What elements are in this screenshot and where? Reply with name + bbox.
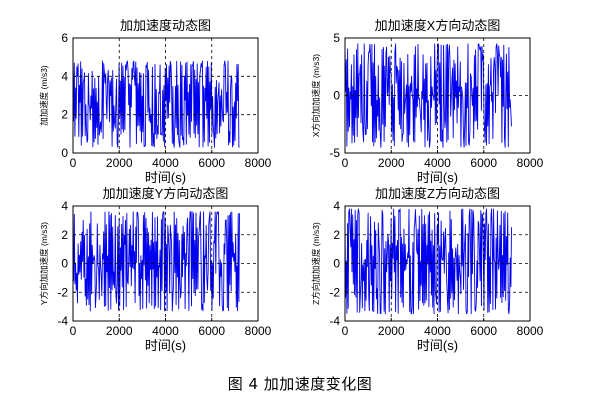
chart-1-y-axis-label: 加加速度 (m/s3) [39,65,49,126]
chart-4-x-tick-label-3: 6000 [470,324,497,338]
chart-2-x-tick-label-1: 2000 [378,156,405,170]
chart-3-y-tick-label-2: 0 [61,257,68,271]
chart-3-y-tick-label-4: 4 [61,199,68,213]
chart-3-y-axis-label: Y方向加加速度 (m/s3) [39,222,49,305]
chart-2-y-tick-label-1: 0 [333,89,340,103]
chart-3-x-tick-label-0: 0 [70,324,77,338]
chart-4-y-tick-label-1: -2 [329,285,340,299]
chart-3-x-tick-label-2: 4000 [152,324,179,338]
chart-4-y-tick-label-3: 2 [333,228,340,242]
chart-2-x-tick-label-0: 0 [342,156,349,170]
chart-2-y-tick-label-0: -5 [329,146,340,160]
chart-2-x-tick-label-4: 8000 [517,156,544,170]
chart-3-y-tick-label-3: 2 [61,228,68,242]
chart-1-x-tick-label-1: 2000 [106,156,133,170]
chart-3-title: 加加速度Y方向动态图 [103,186,229,201]
chart-4-x-tick-label-2: 4000 [424,324,451,338]
chart-4-y-tick-label-0: -4 [329,314,340,328]
chart-3-series-line [72,211,240,312]
chart-4-y-axis-label: Z方向加加速度 (m/s3) [311,222,321,305]
chart-2-y-tick-label-2: 5 [333,31,340,45]
chart-4-series-line [344,208,512,315]
chart-1-x-tick-label-4: 8000 [245,156,272,170]
chart-3-x-axis-label: 时间(s) [145,338,186,353]
chart-1-x-axis-label: 时间(s) [145,170,186,185]
chart-4-y-tick-label-4: 4 [333,199,340,213]
chart-4-x-tick-label-1: 2000 [378,324,405,338]
chart-1-x-tick-label-2: 4000 [152,156,179,170]
chart-1-y-tick-label-2: 4 [61,69,68,83]
chart-1-y-tick-label-0: 0 [61,146,68,160]
chart-2-y-axis-label: X方向加加速度 (m/s3) [311,54,321,137]
chart-3-x-tick-label-1: 2000 [106,324,133,338]
chart-3-x-tick-label-3: 6000 [198,324,225,338]
chart-1-x-tick-label-3: 6000 [198,156,225,170]
chart-1: 加加速度动态图 0 2000 4000 6000 8000 0 2 4 6 时间(s) 加加速度 (m… [39,18,272,185]
chart-1-y-tick-label-3: 6 [61,31,68,45]
chart-2-x-tick-label-2: 4000 [424,156,451,170]
chart-4-x-axis-label: 时间(s) [417,338,458,353]
chart-2-title: 加加速度X方向动态图 [375,18,501,33]
chart-1-y-tick-label-1: 2 [61,108,68,122]
chart-1-title: 加加速度动态图 [120,18,211,33]
chart-4-x-tick-label-0: 0 [342,324,349,338]
chart-3-x-tick-label-4: 8000 [245,324,272,338]
chart-4-y-tick-label-2: 0 [333,257,340,271]
chart-3-y-tick-label-0: -4 [57,314,68,328]
chart-3: 加加速度Y方向动态图 0 2000 4000 6000 8000 -4 -2 0 2 4 时间(s) Y… [39,186,272,353]
chart-1-series-line [72,60,240,148]
chart-4: 加加速度Z方向动态图 0 2000 4000 6000 8000 -4 -2 0 2 4 时间(s) Z… [311,186,544,353]
chart-4-title: 加加速度Z方向动态图 [375,186,500,201]
chart-1-x-tick-label-0: 0 [70,156,77,170]
chart-2-x-axis-label: 时间(s) [417,170,458,185]
chart-3-y-tick-label-1: -2 [57,285,68,299]
chart-4-x-tick-label-4: 8000 [517,324,544,338]
figure-caption: 图 4 加加速度变化图 [227,375,373,393]
chart-2-x-tick-label-3: 6000 [470,156,497,170]
